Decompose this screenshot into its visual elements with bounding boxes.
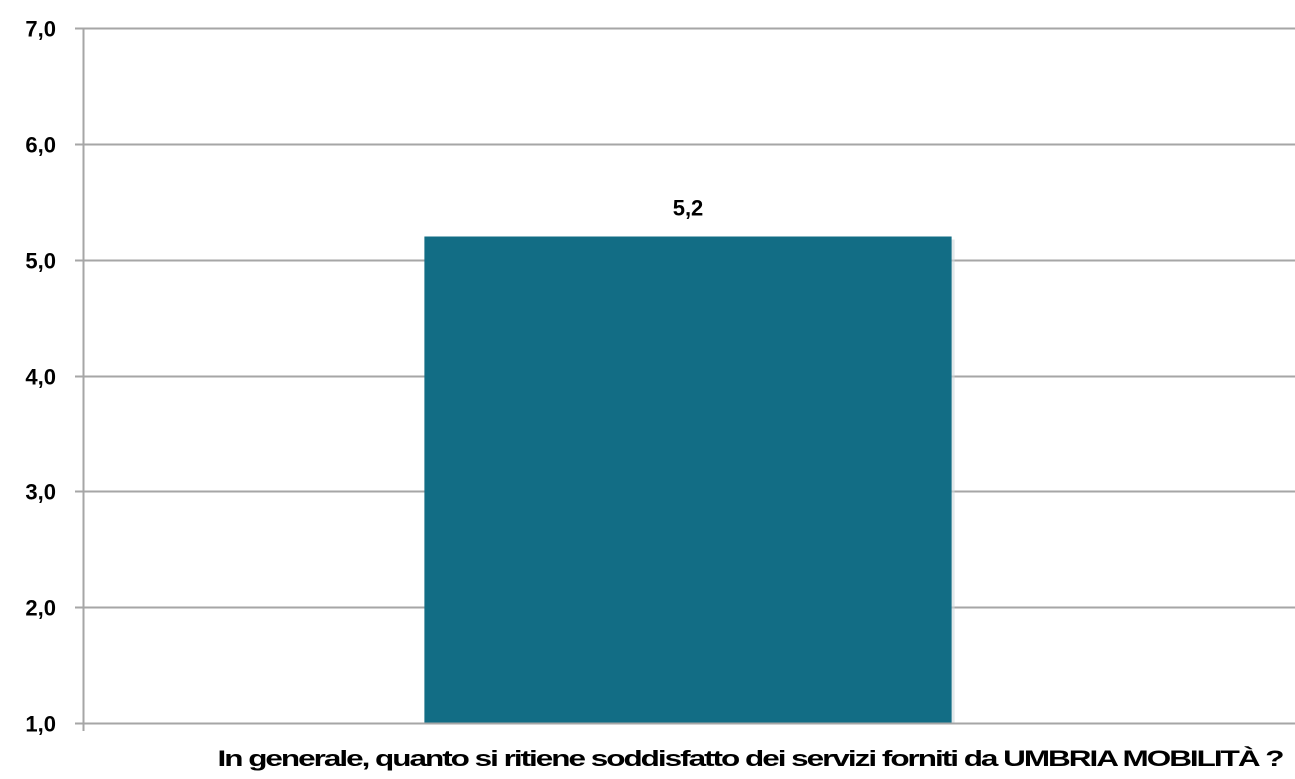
- x-category-label: In generale, quanto si ritiene soddisfat…: [218, 746, 1284, 771]
- y-tick-label: 1,0: [25, 712, 56, 737]
- y-axis-ticks: 1,0 2,0 3,0 4,0 5,0 6,0 7,0: [25, 17, 83, 737]
- labels: 5,2 In generale, quanto si ritiene soddis…: [218, 196, 1286, 772]
- bar: [424, 236, 952, 723]
- bar-data-label: 5,2: [673, 196, 704, 221]
- y-tick-label: 5,0: [25, 249, 56, 274]
- y-tick-label: 6,0: [25, 133, 56, 158]
- bars: [424, 236, 955, 723]
- y-tick-label: 7,0: [25, 17, 56, 42]
- y-tick-label: 3,0: [25, 480, 56, 505]
- y-tick-label: 4,0: [25, 365, 56, 390]
- axes: [82, 28, 1295, 731]
- y-tick-label: 2,0: [25, 596, 56, 621]
